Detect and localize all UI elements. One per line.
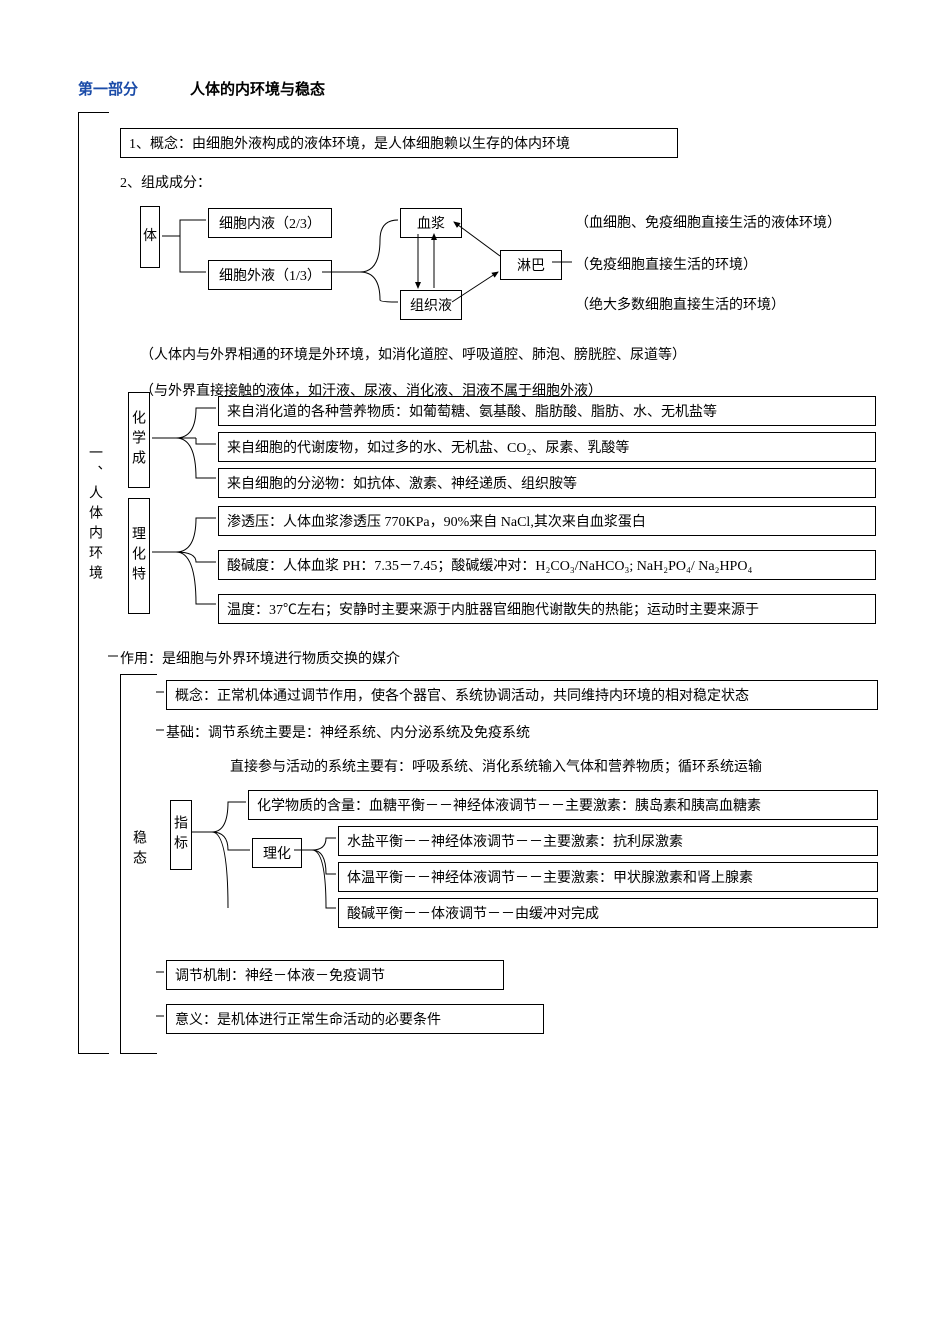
chem-line-2: 来自细胞的代谢废物，如过多的水、无机盐、CO₂、尿素、乳酸等 [218, 432, 876, 462]
concept-line: 1、概念：由细胞外液构成的液体环境，是人体细胞赖以生存的体内环境 [120, 128, 678, 158]
indicator-1: 化学物质的含量：血糖平衡－－神经体液调节－－主要激素：胰岛素和胰高血糖素 [248, 790, 878, 820]
homeo-vlabel: 稳态 [128, 830, 148, 870]
indicator-4: 酸碱平衡－－体液调节－－由缓冲对完成 [338, 898, 878, 928]
node-lymph: 淋巴 [500, 250, 562, 280]
role-line: 作用：是细胞与外界环境进行物质交换的媒介 [120, 648, 400, 668]
connector-layer [0, 0, 945, 1337]
phys-vlabel: 理化特 [128, 498, 150, 614]
indicator-2: 水盐平衡－－神经体液调节－－主要激素：抗利尿激素 [338, 826, 878, 856]
indicator-3: 体温平衡－－神经体液调节－－主要激素：甲状腺激素和肾上腺素 [338, 862, 878, 892]
tree-root: 体 [140, 206, 160, 268]
main-vertical-label: 一、人体内环境 [80, 445, 104, 585]
branch-outer-fluid: 细胞外液（1/3） [208, 260, 332, 290]
components-label: 2、组成成分： [120, 172, 211, 192]
part-title: 人体的内环境与稳态 [190, 78, 325, 99]
node-tissue-fluid: 组织液 [400, 290, 462, 320]
chem-line-3: 来自细胞的分泌物：如抗体、激素、神经递质、组织胺等 [218, 468, 876, 498]
desc-plasma: （血细胞、免疫细胞直接生活的液体环境） [575, 212, 841, 232]
rh-label: 理化 [252, 838, 302, 868]
phys-line-2: 酸碱度：人体血浆 PH：7.35－7.45；酸碱缓冲对：H₂CO₃/NaHCO₃… [218, 550, 876, 580]
desc-tissue: （绝大多数细胞直接生活的环境） [575, 294, 785, 314]
branch-inner-fluid: 细胞内液（2/3） [208, 208, 332, 238]
desc-lymph: （免疫细胞直接生活的环境） [575, 254, 757, 274]
indicator-vlabel: 指标 [170, 800, 192, 870]
node-plasma: 血浆 [400, 208, 462, 238]
part-label: 第一部分 [78, 78, 138, 99]
note-external-env: （人体内与外界相通的环境是外环境，如消化道腔、呼吸道腔、肺泡、膀胱腔、尿道等） [140, 344, 686, 364]
homeo-basis: 基础：调节系统主要是：神经系统、内分泌系统及免疫系统 [166, 722, 530, 742]
homeo-systems: 直接参与活动的系统主要有：呼吸系统、消化系统输入气体和营养物质；循环系统运输 [230, 756, 762, 776]
phys-line-1: 渗透压：人体血浆渗透压 770KPa，90%来自 NaCl,其次来自血浆蛋白 [218, 506, 876, 536]
homeo-significance: 意义：是机体进行正常生命活动的必要条件 [166, 1004, 544, 1034]
chem-vlabel: 化学成 [128, 392, 150, 488]
homeo-concept: 概念：正常机体通过调节作用，使各个器官、系统协调活动，共同维持内环境的相对稳定状… [166, 680, 878, 710]
homeo-mechanism: 调节机制：神经－体液－免疫调节 [166, 960, 504, 990]
chem-line-1: 来自消化道的各种营养物质：如葡萄糖、氨基酸、脂肪酸、脂肪、水、无机盐等 [218, 396, 876, 426]
phys-line-3: 温度：37℃左右；安静时主要来源于内脏器官细胞代谢散失的热能；运动时主要来源于 [218, 594, 876, 624]
